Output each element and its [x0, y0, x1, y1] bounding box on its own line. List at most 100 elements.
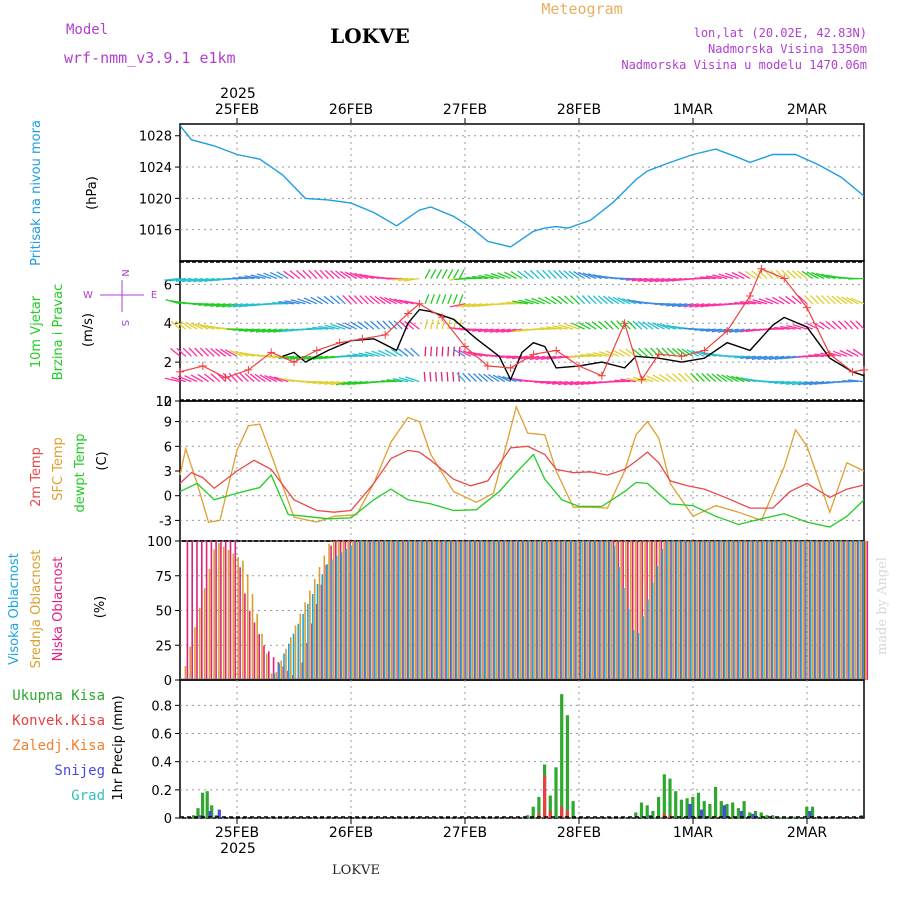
wind-barb	[359, 273, 374, 280]
wind-unit: (m/s)	[81, 313, 96, 347]
wind-barb	[531, 297, 546, 305]
wind-barb	[324, 380, 340, 386]
wind-barb	[354, 272, 369, 280]
y-tick-label: 0.6	[151, 728, 172, 743]
wind-barb	[597, 295, 608, 305]
wind-barb	[316, 296, 329, 305]
wind-barb	[839, 349, 853, 357]
wind-barb	[458, 346, 461, 357]
wind-barb	[832, 350, 848, 357]
wind-barb	[597, 320, 608, 330]
wind-barb	[263, 272, 278, 280]
wind-barb	[694, 303, 711, 308]
wind-barb	[659, 373, 671, 383]
panel-precip: 0 0.2 0.4 0.6 0.8	[151, 679, 865, 827]
wind-barb	[631, 348, 643, 357]
wind-barb	[424, 294, 430, 305]
wind-barb	[846, 349, 859, 357]
precip-bar	[751, 813, 755, 818]
wind-barb	[447, 319, 451, 330]
precip-bar	[634, 812, 638, 818]
precip-bar	[531, 806, 535, 818]
wind-barb	[318, 380, 334, 385]
precip-legend-item: Zaledj.Kisa	[12, 738, 105, 754]
wind-barb	[484, 273, 500, 280]
gust-marker	[461, 342, 469, 351]
sfc-temp-line	[179, 404, 865, 523]
wind-barb	[386, 379, 403, 383]
precip-bar	[639, 802, 644, 818]
wind-barb	[393, 298, 409, 305]
wind-barb	[558, 270, 569, 279]
wind-barb	[809, 295, 819, 305]
wind-barb	[815, 295, 825, 305]
wind-barb	[323, 295, 335, 305]
wind-barb	[267, 328, 283, 333]
top-date-label: 1MAR	[673, 102, 714, 118]
wind-barb	[716, 373, 728, 383]
wind-barb	[347, 380, 363, 386]
precip-bar	[554, 767, 558, 818]
precip-bar	[543, 775, 547, 818]
wind-barb	[786, 324, 802, 330]
wind-barb	[765, 297, 779, 305]
wind-barb	[681, 348, 694, 357]
wind-barb	[289, 270, 301, 280]
y-tick-label: 6	[164, 278, 172, 293]
t2m-line	[179, 445, 865, 513]
wind-barb	[284, 300, 300, 305]
wind-barb	[801, 270, 814, 280]
wind-barb	[404, 320, 415, 330]
gust-marker	[597, 371, 606, 380]
wind-barb	[380, 380, 397, 383]
precip-bar	[808, 811, 812, 818]
wind-barb	[763, 355, 779, 361]
wind-barb	[441, 346, 444, 357]
wind-barb	[472, 328, 488, 332]
wind-barb	[497, 375, 511, 383]
pressure-unit: (hPa)	[85, 176, 100, 210]
wind-barb	[711, 373, 722, 383]
wind-barb	[841, 296, 853, 305]
wind-barb	[652, 322, 665, 330]
y-tick-label: 1016	[139, 224, 172, 239]
wind-barb	[477, 328, 494, 333]
wind-barb	[650, 347, 660, 357]
wind-barb	[453, 348, 466, 357]
precip-legend-item: Snijeg	[54, 763, 105, 779]
wind-barb	[553, 269, 563, 279]
precip-bar	[651, 811, 655, 818]
wind-barb	[584, 321, 597, 330]
wind-barb	[377, 349, 392, 357]
wind-barb	[671, 347, 683, 357]
wind-barb	[570, 295, 580, 305]
wind-barb	[586, 352, 602, 357]
panel-frame	[179, 679, 865, 819]
wind-barb	[269, 375, 283, 383]
gust-marker	[290, 358, 298, 367]
wind-barb	[643, 277, 659, 283]
wind-barb	[729, 328, 745, 333]
precip-bar	[560, 806, 564, 818]
wind-barb	[627, 320, 637, 330]
wind-barb	[228, 372, 238, 383]
wind-barb	[227, 303, 243, 308]
wind-barb	[842, 380, 859, 383]
wind-barb	[546, 380, 562, 385]
pressure-ylabel: Pritisak na nivou mora	[29, 120, 44, 266]
wind-barb	[612, 349, 625, 357]
wind-barb	[591, 321, 603, 330]
y-tick-label: 0	[164, 490, 172, 505]
wind-barb	[780, 325, 796, 330]
wind-barb	[295, 355, 312, 361]
wind-barb	[342, 295, 352, 305]
wind-barb	[665, 373, 677, 383]
wind-barb	[336, 295, 346, 305]
wind-barb	[540, 327, 557, 330]
gust-marker	[404, 309, 412, 318]
wind-barb	[620, 277, 637, 281]
wind-barb	[467, 372, 477, 383]
precip-bar	[674, 791, 678, 818]
wind-barb	[198, 303, 215, 306]
wind-barb	[712, 274, 728, 280]
